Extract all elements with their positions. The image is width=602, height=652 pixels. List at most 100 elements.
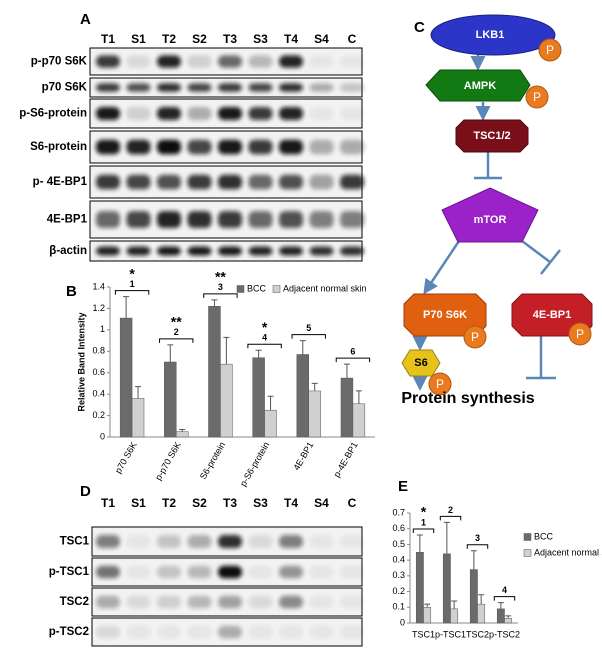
band <box>340 55 364 68</box>
band <box>309 55 334 68</box>
band <box>187 211 212 228</box>
band <box>187 55 212 68</box>
inhibition-bar <box>540 249 561 275</box>
row-label: p-TSC1 <box>49 566 90 578</box>
error-bar <box>123 296 130 319</box>
error-bar <box>470 550 477 570</box>
band <box>279 55 303 68</box>
annotation-label: 4 <box>502 585 507 595</box>
band <box>157 246 181 256</box>
annotation-label: 3 <box>475 533 480 543</box>
band <box>96 139 120 155</box>
annotation-note: ** <box>215 269 226 285</box>
band <box>157 174 181 190</box>
band <box>279 106 303 121</box>
legend-swatch <box>236 285 245 293</box>
bar <box>442 553 451 624</box>
y-tick-label: 1.2 <box>92 303 105 313</box>
band <box>279 595 303 609</box>
annotation-label: 2 <box>448 505 453 515</box>
band <box>309 211 334 228</box>
band <box>309 106 334 121</box>
band <box>218 174 242 190</box>
bar <box>469 569 478 624</box>
error-bar <box>424 603 431 608</box>
bar <box>176 431 189 438</box>
band <box>279 174 303 190</box>
lane-label: S1 <box>131 496 146 510</box>
band <box>96 211 120 228</box>
band <box>157 139 181 155</box>
band <box>126 83 151 92</box>
error-bar <box>299 340 306 355</box>
y-tick-label: 0 <box>100 431 105 441</box>
phospho-label: P <box>471 330 479 344</box>
band <box>340 625 364 639</box>
lane-label: S3 <box>253 32 268 46</box>
error-bar <box>255 349 262 358</box>
error-bar <box>343 363 350 379</box>
band <box>157 55 181 68</box>
significance-bracket <box>159 338 194 343</box>
bar <box>264 409 277 438</box>
band <box>96 106 120 121</box>
bar <box>415 552 424 624</box>
phospho-label: P <box>436 377 444 391</box>
x-tick-label: p-4E-BP1 <box>332 440 360 479</box>
band <box>157 211 181 228</box>
band <box>340 211 364 228</box>
band <box>248 534 273 549</box>
annotation-label: 3 <box>218 282 223 292</box>
node-label: LKB1 <box>476 29 505 41</box>
band <box>187 106 212 121</box>
band <box>187 246 212 256</box>
annotation-label: 2 <box>174 327 179 337</box>
annotation-note: ** <box>171 314 182 330</box>
error-bar <box>211 299 218 307</box>
row-label: TSC1 <box>60 536 90 548</box>
lane-label: T1 <box>101 32 115 46</box>
y-tick-label: 0.4 <box>392 555 405 565</box>
band <box>218 595 242 609</box>
lane-label: T4 <box>284 496 298 510</box>
annotation-note: * <box>129 265 135 281</box>
band <box>248 565 273 579</box>
row-label: β-actin <box>49 245 87 257</box>
bar <box>496 608 505 624</box>
band <box>218 106 242 121</box>
band <box>187 139 212 155</box>
lane-label: S3 <box>253 496 268 510</box>
y-tick-label: 0.6 <box>92 367 105 377</box>
bar <box>477 603 486 624</box>
band <box>218 55 242 68</box>
node-shape <box>511 293 593 337</box>
lane-label: T2 <box>162 32 176 46</box>
band <box>126 565 151 579</box>
panel-label: E <box>398 478 408 495</box>
band <box>279 246 303 256</box>
error-bar <box>311 382 318 391</box>
x-tick-label: p-TSC1 <box>435 629 466 639</box>
error-bar <box>223 336 230 365</box>
band <box>96 246 120 256</box>
lane-label: S4 <box>314 496 329 510</box>
node-label: mTOR <box>474 214 507 226</box>
row-label: S6-protein <box>30 141 87 153</box>
significance-bracket <box>412 528 435 533</box>
legend-swatch <box>523 549 532 557</box>
x-tick-label: p-S6-protein <box>238 440 271 488</box>
error-bar <box>497 602 504 609</box>
bar <box>164 361 177 438</box>
row-label: p-p70 S6K <box>31 56 88 68</box>
band <box>187 595 212 609</box>
band <box>309 595 334 609</box>
annotation-label: 4 <box>262 333 267 343</box>
band <box>279 625 303 639</box>
error-bar <box>179 429 186 432</box>
error-bar <box>443 521 450 554</box>
band <box>248 55 273 68</box>
row-label: p70 S6K <box>42 82 88 94</box>
bar <box>340 377 354 438</box>
significance-bracket <box>247 343 282 349</box>
bar <box>423 607 432 624</box>
